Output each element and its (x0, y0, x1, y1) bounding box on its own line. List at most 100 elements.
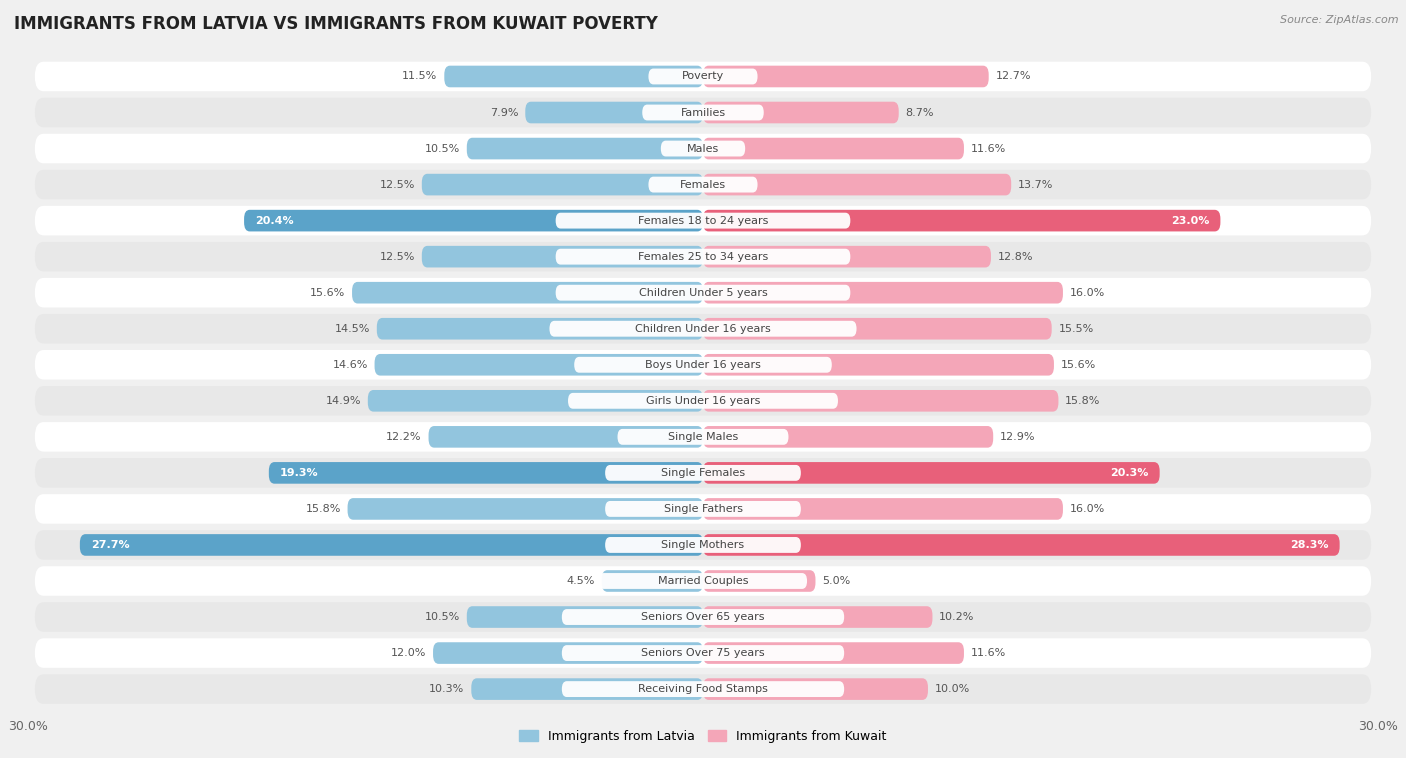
FancyBboxPatch shape (605, 465, 801, 481)
FancyBboxPatch shape (352, 282, 703, 303)
FancyBboxPatch shape (35, 242, 1371, 271)
FancyBboxPatch shape (703, 246, 991, 268)
Text: 12.8%: 12.8% (998, 252, 1033, 262)
FancyBboxPatch shape (35, 566, 1371, 596)
FancyBboxPatch shape (35, 350, 1371, 380)
Text: 10.0%: 10.0% (935, 684, 970, 694)
Text: 14.9%: 14.9% (326, 396, 361, 406)
Text: 4.5%: 4.5% (567, 576, 595, 586)
FancyBboxPatch shape (35, 206, 1371, 236)
Text: 12.9%: 12.9% (1000, 432, 1035, 442)
FancyBboxPatch shape (35, 458, 1371, 487)
FancyBboxPatch shape (703, 606, 932, 628)
FancyBboxPatch shape (269, 462, 703, 484)
Text: Seniors Over 65 years: Seniors Over 65 years (641, 612, 765, 622)
FancyBboxPatch shape (703, 210, 1220, 231)
FancyBboxPatch shape (562, 645, 844, 661)
FancyBboxPatch shape (444, 66, 703, 87)
FancyBboxPatch shape (35, 675, 1371, 704)
Text: 16.0%: 16.0% (1070, 504, 1105, 514)
Text: Receiving Food Stamps: Receiving Food Stamps (638, 684, 768, 694)
Text: 14.5%: 14.5% (335, 324, 370, 334)
Text: 23.0%: 23.0% (1171, 215, 1209, 226)
FancyBboxPatch shape (661, 141, 745, 156)
Text: Children Under 16 years: Children Under 16 years (636, 324, 770, 334)
Text: 11.6%: 11.6% (970, 648, 1005, 658)
FancyBboxPatch shape (35, 98, 1371, 127)
Text: Families: Families (681, 108, 725, 117)
FancyBboxPatch shape (617, 429, 789, 445)
Text: 12.7%: 12.7% (995, 71, 1031, 81)
Text: Females: Females (681, 180, 725, 190)
FancyBboxPatch shape (35, 133, 1371, 163)
Text: Females 25 to 34 years: Females 25 to 34 years (638, 252, 768, 262)
FancyBboxPatch shape (605, 501, 801, 517)
Text: 15.5%: 15.5% (1059, 324, 1094, 334)
Text: 14.6%: 14.6% (332, 360, 368, 370)
FancyBboxPatch shape (35, 494, 1371, 524)
FancyBboxPatch shape (35, 603, 1371, 632)
FancyBboxPatch shape (35, 530, 1371, 559)
FancyBboxPatch shape (35, 278, 1371, 308)
FancyBboxPatch shape (574, 357, 832, 373)
FancyBboxPatch shape (703, 282, 1063, 303)
FancyBboxPatch shape (602, 570, 703, 592)
FancyBboxPatch shape (245, 210, 703, 231)
Text: 15.8%: 15.8% (1066, 396, 1101, 406)
Text: 15.6%: 15.6% (311, 288, 346, 298)
FancyBboxPatch shape (471, 678, 703, 700)
FancyBboxPatch shape (35, 386, 1371, 415)
Text: 28.3%: 28.3% (1289, 540, 1329, 550)
Text: 10.5%: 10.5% (425, 143, 460, 154)
FancyBboxPatch shape (368, 390, 703, 412)
Text: 16.0%: 16.0% (1070, 288, 1105, 298)
Text: 19.3%: 19.3% (280, 468, 319, 478)
Text: Females 18 to 24 years: Females 18 to 24 years (638, 215, 768, 226)
FancyBboxPatch shape (35, 638, 1371, 668)
FancyBboxPatch shape (374, 354, 703, 375)
FancyBboxPatch shape (429, 426, 703, 448)
FancyBboxPatch shape (555, 285, 851, 301)
FancyBboxPatch shape (703, 426, 993, 448)
Text: 5.0%: 5.0% (823, 576, 851, 586)
FancyBboxPatch shape (703, 102, 898, 124)
Text: 15.8%: 15.8% (305, 504, 340, 514)
Legend: Immigrants from Latvia, Immigrants from Kuwait: Immigrants from Latvia, Immigrants from … (519, 729, 887, 743)
FancyBboxPatch shape (35, 61, 1371, 91)
FancyBboxPatch shape (555, 213, 851, 229)
Text: 10.3%: 10.3% (429, 684, 464, 694)
FancyBboxPatch shape (703, 642, 965, 664)
Text: Poverty: Poverty (682, 71, 724, 81)
Text: Males: Males (688, 143, 718, 154)
FancyBboxPatch shape (422, 174, 703, 196)
Text: Single Females: Single Females (661, 468, 745, 478)
Text: 11.6%: 11.6% (970, 143, 1005, 154)
Text: 27.7%: 27.7% (91, 540, 129, 550)
FancyBboxPatch shape (703, 462, 1160, 484)
Text: 8.7%: 8.7% (905, 108, 934, 117)
Text: 12.5%: 12.5% (380, 180, 415, 190)
FancyBboxPatch shape (703, 534, 1340, 556)
Text: 20.3%: 20.3% (1111, 468, 1149, 478)
FancyBboxPatch shape (599, 573, 807, 589)
FancyBboxPatch shape (377, 318, 703, 340)
Text: 10.2%: 10.2% (939, 612, 974, 622)
FancyBboxPatch shape (703, 570, 815, 592)
Text: Single Males: Single Males (668, 432, 738, 442)
Text: Children Under 5 years: Children Under 5 years (638, 288, 768, 298)
FancyBboxPatch shape (703, 498, 1063, 520)
FancyBboxPatch shape (703, 390, 1059, 412)
FancyBboxPatch shape (422, 246, 703, 268)
FancyBboxPatch shape (35, 314, 1371, 343)
Text: 7.9%: 7.9% (491, 108, 519, 117)
Text: Boys Under 16 years: Boys Under 16 years (645, 360, 761, 370)
FancyBboxPatch shape (643, 105, 763, 121)
FancyBboxPatch shape (605, 537, 801, 553)
FancyBboxPatch shape (35, 422, 1371, 452)
FancyBboxPatch shape (526, 102, 703, 124)
FancyBboxPatch shape (562, 681, 844, 697)
Text: 12.2%: 12.2% (387, 432, 422, 442)
Text: Girls Under 16 years: Girls Under 16 years (645, 396, 761, 406)
Text: 12.5%: 12.5% (380, 252, 415, 262)
Text: 10.5%: 10.5% (425, 612, 460, 622)
